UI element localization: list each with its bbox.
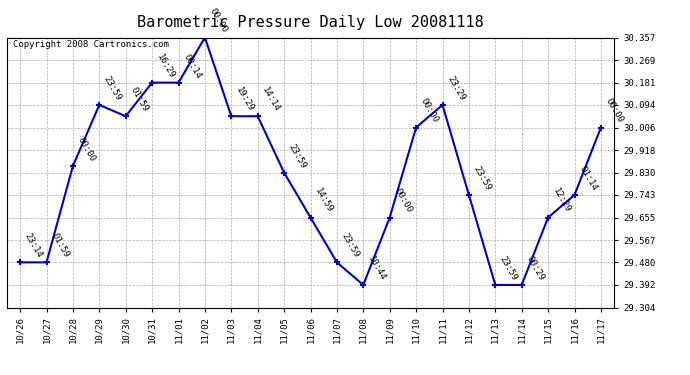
Text: 23:59: 23:59 xyxy=(287,142,308,170)
Text: 23:59: 23:59 xyxy=(102,74,124,102)
Text: 19:29: 19:29 xyxy=(234,86,255,114)
Text: 00:00: 00:00 xyxy=(604,97,625,125)
Text: 16:29: 16:29 xyxy=(155,52,176,80)
Text: 00:29: 00:29 xyxy=(524,254,546,282)
Text: 23:59: 23:59 xyxy=(472,164,493,192)
Text: 01:59: 01:59 xyxy=(128,86,150,114)
Text: Copyright 2008 Cartronics.com: Copyright 2008 Cartronics.com xyxy=(13,40,169,49)
Text: 23:14: 23:14 xyxy=(23,232,44,260)
Text: 10:44: 10:44 xyxy=(366,254,387,282)
Text: 01:59: 01:59 xyxy=(49,232,70,260)
Text: 01:14: 01:14 xyxy=(578,164,598,192)
Text: 23:59: 23:59 xyxy=(498,254,520,282)
Text: 00:00: 00:00 xyxy=(208,7,229,35)
Text: 23:29: 23:29 xyxy=(445,74,466,102)
Text: 12:29: 12:29 xyxy=(551,187,572,215)
Text: 00:14: 00:14 xyxy=(181,52,202,80)
Text: 23:59: 23:59 xyxy=(339,232,361,260)
Text: 00:00: 00:00 xyxy=(393,187,414,215)
Text: 14:14: 14:14 xyxy=(261,86,282,114)
Text: 00:00: 00:00 xyxy=(76,135,97,163)
Text: Barometric Pressure Daily Low 20081118: Barometric Pressure Daily Low 20081118 xyxy=(137,15,484,30)
Text: 14:59: 14:59 xyxy=(313,187,335,215)
Text: 00:00: 00:00 xyxy=(419,97,440,125)
